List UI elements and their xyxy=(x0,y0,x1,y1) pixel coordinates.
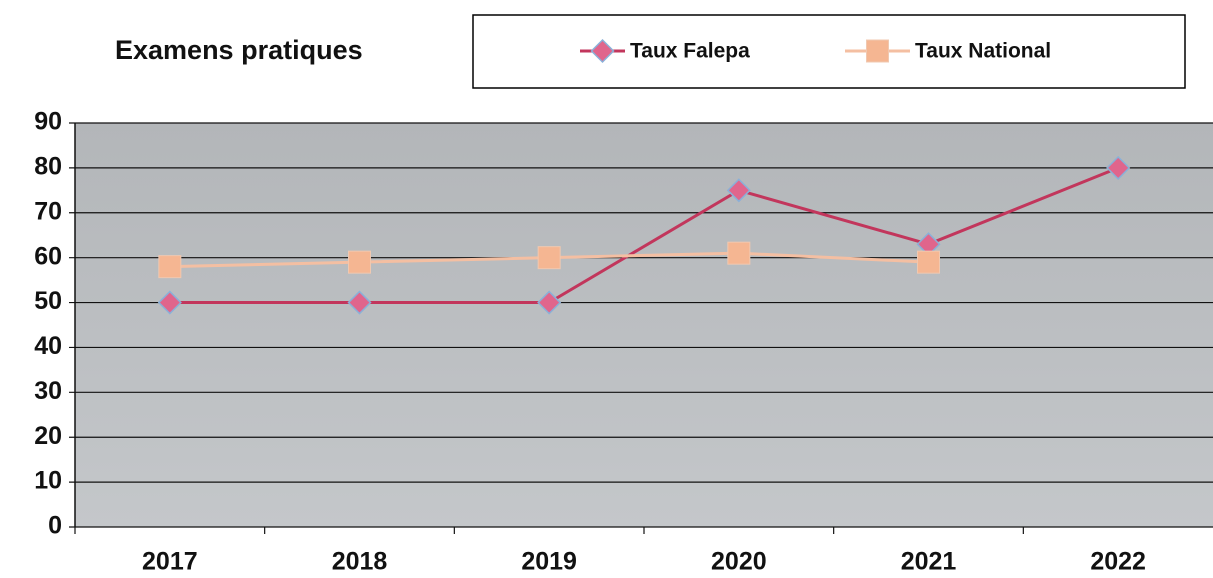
chart-title: Examens pratiques xyxy=(115,35,363,65)
y-tick-label: 0 xyxy=(48,512,62,540)
y-tick-label: 30 xyxy=(34,377,62,405)
x-tick-label: 2017 xyxy=(142,548,198,576)
data-point xyxy=(1106,155,1131,180)
legend-marker xyxy=(866,39,889,63)
x-tick-label: 2021 xyxy=(901,548,957,576)
y-tick-label: 20 xyxy=(34,422,62,450)
y-tick-label: 80 xyxy=(34,152,62,180)
y-tick-label: 90 xyxy=(34,108,62,136)
y-tick-label: 40 xyxy=(34,332,62,360)
legend-marker xyxy=(590,38,615,64)
data-point xyxy=(157,290,182,315)
data-point xyxy=(347,290,372,315)
data-point xyxy=(537,246,561,270)
series-line xyxy=(169,166,1119,305)
x-tick-label: 2019 xyxy=(521,548,577,576)
y-tick-label: 60 xyxy=(34,242,62,270)
data-point xyxy=(726,178,751,203)
legend xyxy=(472,14,1186,89)
y-tick-label: 10 xyxy=(34,467,62,495)
y-tick-label: 70 xyxy=(34,197,62,225)
legend-label: Taux Falepa xyxy=(630,40,750,63)
data-point xyxy=(158,255,182,279)
x-tick-label: 2022 xyxy=(1090,548,1146,576)
y-tick-label: 50 xyxy=(34,287,62,315)
x-tick-label: 2018 xyxy=(332,548,388,576)
data-point xyxy=(537,290,562,315)
data-point xyxy=(917,250,940,274)
plot-area xyxy=(75,123,1213,527)
data-point xyxy=(348,250,371,274)
x-tick-label: 2020 xyxy=(711,548,767,576)
legend-label: Taux National xyxy=(915,40,1051,63)
data-point xyxy=(727,241,751,265)
